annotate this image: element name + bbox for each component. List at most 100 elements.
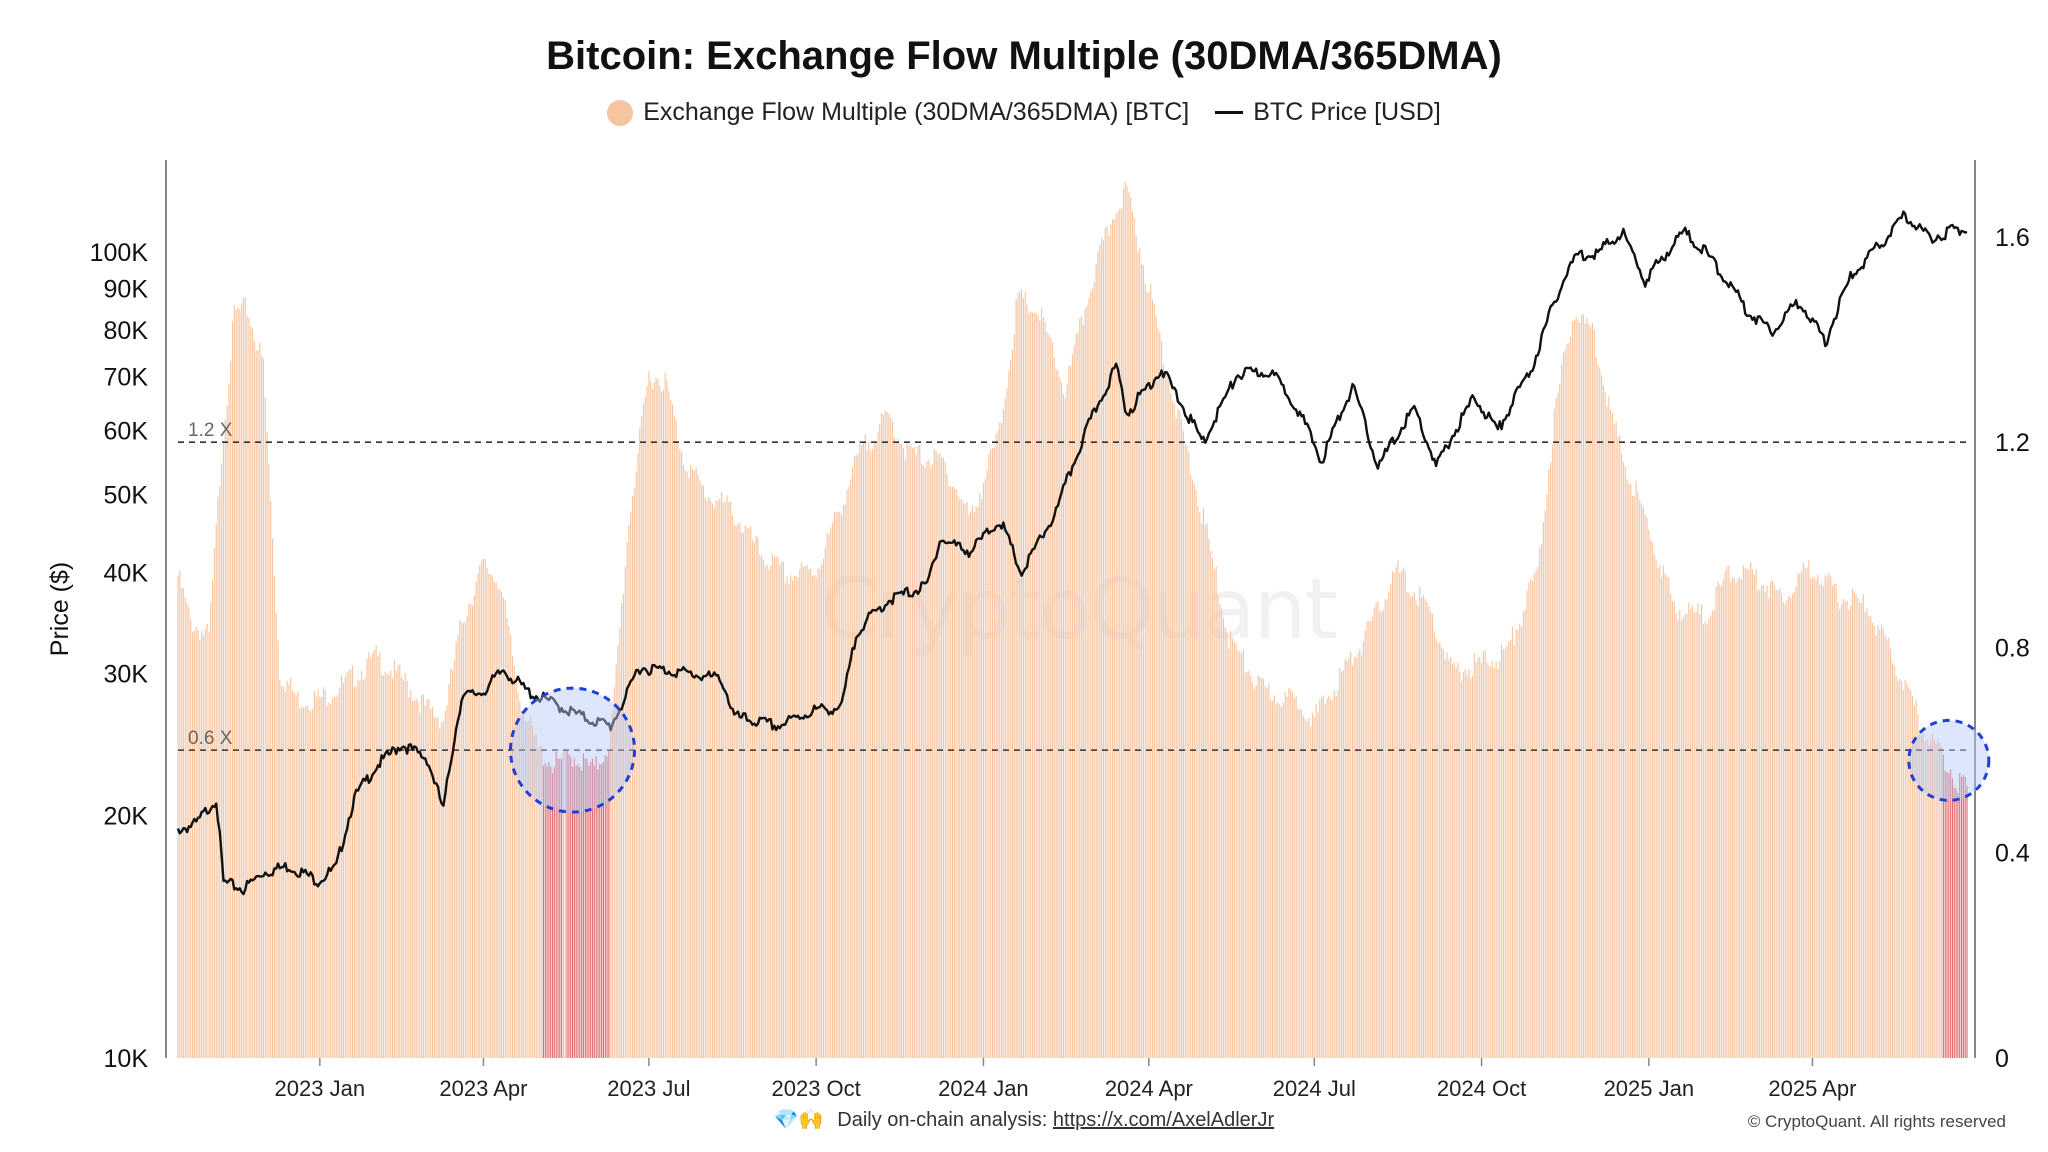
flow-bar [1459, 671, 1461, 1058]
flow-bar [431, 706, 434, 1058]
flow-bar [1102, 240, 1104, 1059]
flow-bar [1173, 403, 1175, 1058]
flow-bar [1960, 776, 1963, 1058]
flow-bar [1617, 436, 1619, 1058]
flow-bar [815, 577, 817, 1058]
flow-bar [1399, 573, 1401, 1058]
flow-bar [981, 498, 983, 1058]
flow-bar [588, 765, 590, 1058]
flow-bar [1166, 373, 1168, 1059]
flow-bar [1481, 662, 1483, 1058]
flow-bar [886, 411, 888, 1059]
x-tick-label: 2023 Apr [439, 1076, 527, 1101]
flow-bar [1335, 695, 1337, 1058]
flow-bar [208, 631, 210, 1058]
flow-bar [233, 304, 235, 1058]
legend-item-btc-price[interactable]: BTC Price [USD] [1215, 98, 1441, 127]
flow-bar [1928, 745, 1930, 1058]
flow-bar [1633, 495, 1635, 1058]
flow-bar [402, 680, 405, 1058]
flow-bar [1219, 604, 1221, 1058]
y-left-tick-label: 90K [104, 276, 149, 304]
flow-bar [650, 381, 652, 1058]
flow-bar [346, 672, 348, 1058]
flow-bar [1877, 624, 1879, 1058]
flow-bar [604, 755, 606, 1058]
flow-bar [884, 410, 886, 1058]
flow-bar [1870, 616, 1872, 1058]
flow-bar [1519, 623, 1521, 1058]
flow-bar [1422, 595, 1424, 1058]
flow-bar [1197, 505, 1199, 1059]
footer-link[interactable]: https://x.com/AxelAdlerJr [1052, 1109, 1275, 1131]
flow-bar [1353, 657, 1355, 1058]
flow-bar [721, 492, 723, 1058]
flow-bar [213, 548, 215, 1058]
flow-bar [1431, 613, 1434, 1058]
flow-bar [719, 498, 721, 1059]
flow-bar [479, 565, 481, 1058]
flow-bar [801, 562, 803, 1058]
flow-bar [871, 449, 874, 1058]
flow-bar [1168, 380, 1170, 1058]
flow-bar [370, 657, 372, 1058]
flow-bar [913, 446, 915, 1059]
flow-bar [757, 537, 759, 1058]
flow-bar [1137, 251, 1139, 1058]
flow-bar [1010, 359, 1012, 1059]
flow-bar [379, 652, 381, 1058]
flow-bar [1735, 582, 1737, 1058]
flow-bar [551, 773, 554, 1058]
flow-bar [581, 770, 583, 1058]
flow-bar [422, 694, 425, 1058]
flow-bar [1144, 284, 1146, 1058]
flow-bar [375, 645, 377, 1058]
flow-bar [1311, 712, 1314, 1058]
flow-bar [1088, 298, 1090, 1058]
flow-bar [591, 758, 594, 1058]
flow-bar [559, 758, 561, 1058]
flow-bar [1657, 568, 1659, 1058]
flow-bar [542, 765, 544, 1058]
flow-bar [1866, 608, 1868, 1058]
flow-bar [1448, 660, 1450, 1058]
flow-bar [1344, 659, 1346, 1058]
flow-bar [1204, 525, 1206, 1058]
flow-bar [944, 462, 946, 1058]
flow-bar [1441, 647, 1443, 1058]
legend-label-btc-price: BTC Price [USD] [1253, 98, 1441, 126]
flow-bar [1830, 575, 1832, 1058]
flow-bar [1950, 769, 1952, 1058]
flow-bar [1379, 610, 1381, 1058]
flow-bar [1750, 561, 1752, 1058]
flow-bar [1362, 642, 1364, 1058]
flow-bar [448, 683, 450, 1058]
flow-bar [1806, 567, 1808, 1058]
flow-bar [441, 721, 443, 1058]
flow-bar [1933, 739, 1935, 1058]
flow-bar [901, 444, 903, 1058]
flow-bar [1650, 540, 1652, 1058]
flow-bar [1639, 499, 1641, 1058]
flow-bar [1406, 591, 1408, 1058]
flow-bar [1913, 705, 1915, 1058]
legend-item-exchange-flow[interactable]: Exchange Flow Multiple (30DMA/365DMA) [B… [607, 98, 1189, 127]
flow-bar [1473, 653, 1475, 1058]
y-left-tick-label: 40K [104, 560, 149, 588]
flow-bar [771, 554, 774, 1058]
flow-bar [1264, 686, 1266, 1058]
flow-bar [911, 448, 914, 1059]
flow-bar [1091, 287, 1094, 1058]
flow-bar [261, 355, 263, 1059]
flow-bar [1850, 605, 1852, 1058]
flow-bar [182, 588, 185, 1058]
flow-bar [1186, 445, 1188, 1058]
flow-bar [1035, 313, 1037, 1058]
y-left-tick-label: 80K [104, 317, 149, 345]
flow-bar [1464, 669, 1466, 1058]
flow-bar [744, 525, 746, 1058]
flow-bar [1266, 688, 1268, 1058]
flow-bar [1370, 620, 1372, 1058]
flow-bar [1086, 305, 1088, 1058]
flow-bar [473, 595, 475, 1058]
